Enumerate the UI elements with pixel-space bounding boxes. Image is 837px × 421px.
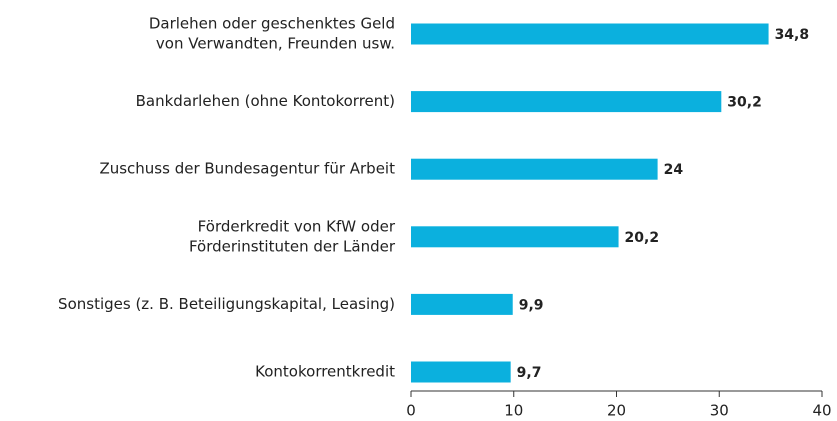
value-label: 20,2 <box>625 230 660 246</box>
value-label: 24 <box>664 162 684 178</box>
y-tick-label: Darlehen oder geschenktes Geld <box>149 15 395 33</box>
bar <box>411 226 619 248</box>
y-tick-label: Kontokorrentkredit <box>255 363 395 381</box>
value-label: 30,2 <box>727 95 762 111</box>
y-tick-label: Bankdarlehen (ohne Kontokorrent) <box>136 92 395 110</box>
y-tick-label: Förderkredit von KfW oder <box>198 217 396 235</box>
bar <box>411 293 513 315</box>
y-tick-label: Förderinstituten der Länder <box>189 237 396 255</box>
bar <box>411 361 511 383</box>
y-tick-label: Sonstiges (z. B. Beteiligungskapital, Le… <box>58 295 395 313</box>
x-tick-label: 20 <box>607 402 626 420</box>
x-tick-label: 0 <box>406 402 416 420</box>
value-label: 34,8 <box>775 27 810 43</box>
bar <box>411 23 769 45</box>
x-tick-label: 30 <box>710 402 729 420</box>
value-label: 9,7 <box>517 365 542 381</box>
value-label: 9,9 <box>519 297 544 313</box>
x-tick-label: 40 <box>812 402 831 420</box>
bar <box>411 158 658 180</box>
bar <box>411 91 722 113</box>
y-tick-label: Zuschuss der Bundesagentur für Arbeit <box>99 160 395 178</box>
x-tick-label: 10 <box>504 402 523 420</box>
y-tick-label: von Verwandten, Freunden usw. <box>156 35 395 53</box>
